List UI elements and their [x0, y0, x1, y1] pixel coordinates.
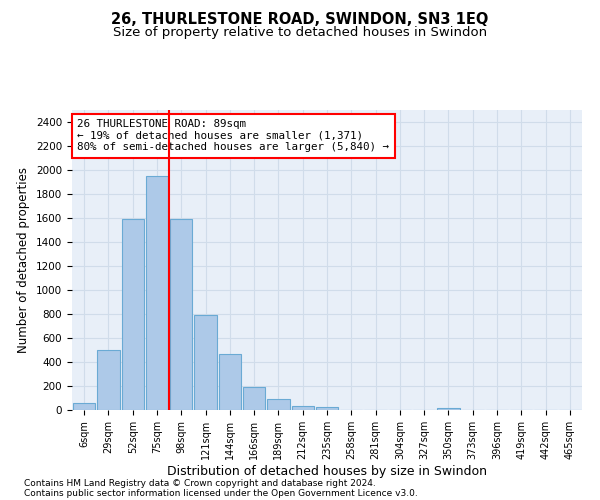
Bar	[194, 315, 217, 410]
Bar	[267, 399, 290, 410]
Text: Size of property relative to detached houses in Swindon: Size of property relative to detached ho…	[113, 26, 487, 39]
Bar	[122, 219, 144, 410]
Y-axis label: Number of detached properties: Number of detached properties	[17, 167, 31, 353]
Bar	[292, 406, 314, 410]
Text: Contains HM Land Registry data © Crown copyright and database right 2024.: Contains HM Land Registry data © Crown c…	[24, 478, 376, 488]
Bar	[316, 407, 338, 410]
X-axis label: Distribution of detached houses by size in Swindon: Distribution of detached houses by size …	[167, 464, 487, 477]
Text: Contains public sector information licensed under the Open Government Licence v3: Contains public sector information licen…	[24, 488, 418, 498]
Bar	[146, 176, 168, 410]
Text: 26 THURLESTONE ROAD: 89sqm
← 19% of detached houses are smaller (1,371)
80% of s: 26 THURLESTONE ROAD: 89sqm ← 19% of deta…	[77, 119, 389, 152]
Text: 26, THURLESTONE ROAD, SWINDON, SN3 1EQ: 26, THURLESTONE ROAD, SWINDON, SN3 1EQ	[112, 12, 488, 28]
Bar	[97, 350, 119, 410]
Bar	[218, 354, 241, 410]
Bar	[170, 219, 193, 410]
Bar	[437, 408, 460, 410]
Bar	[73, 404, 95, 410]
Bar	[243, 386, 265, 410]
